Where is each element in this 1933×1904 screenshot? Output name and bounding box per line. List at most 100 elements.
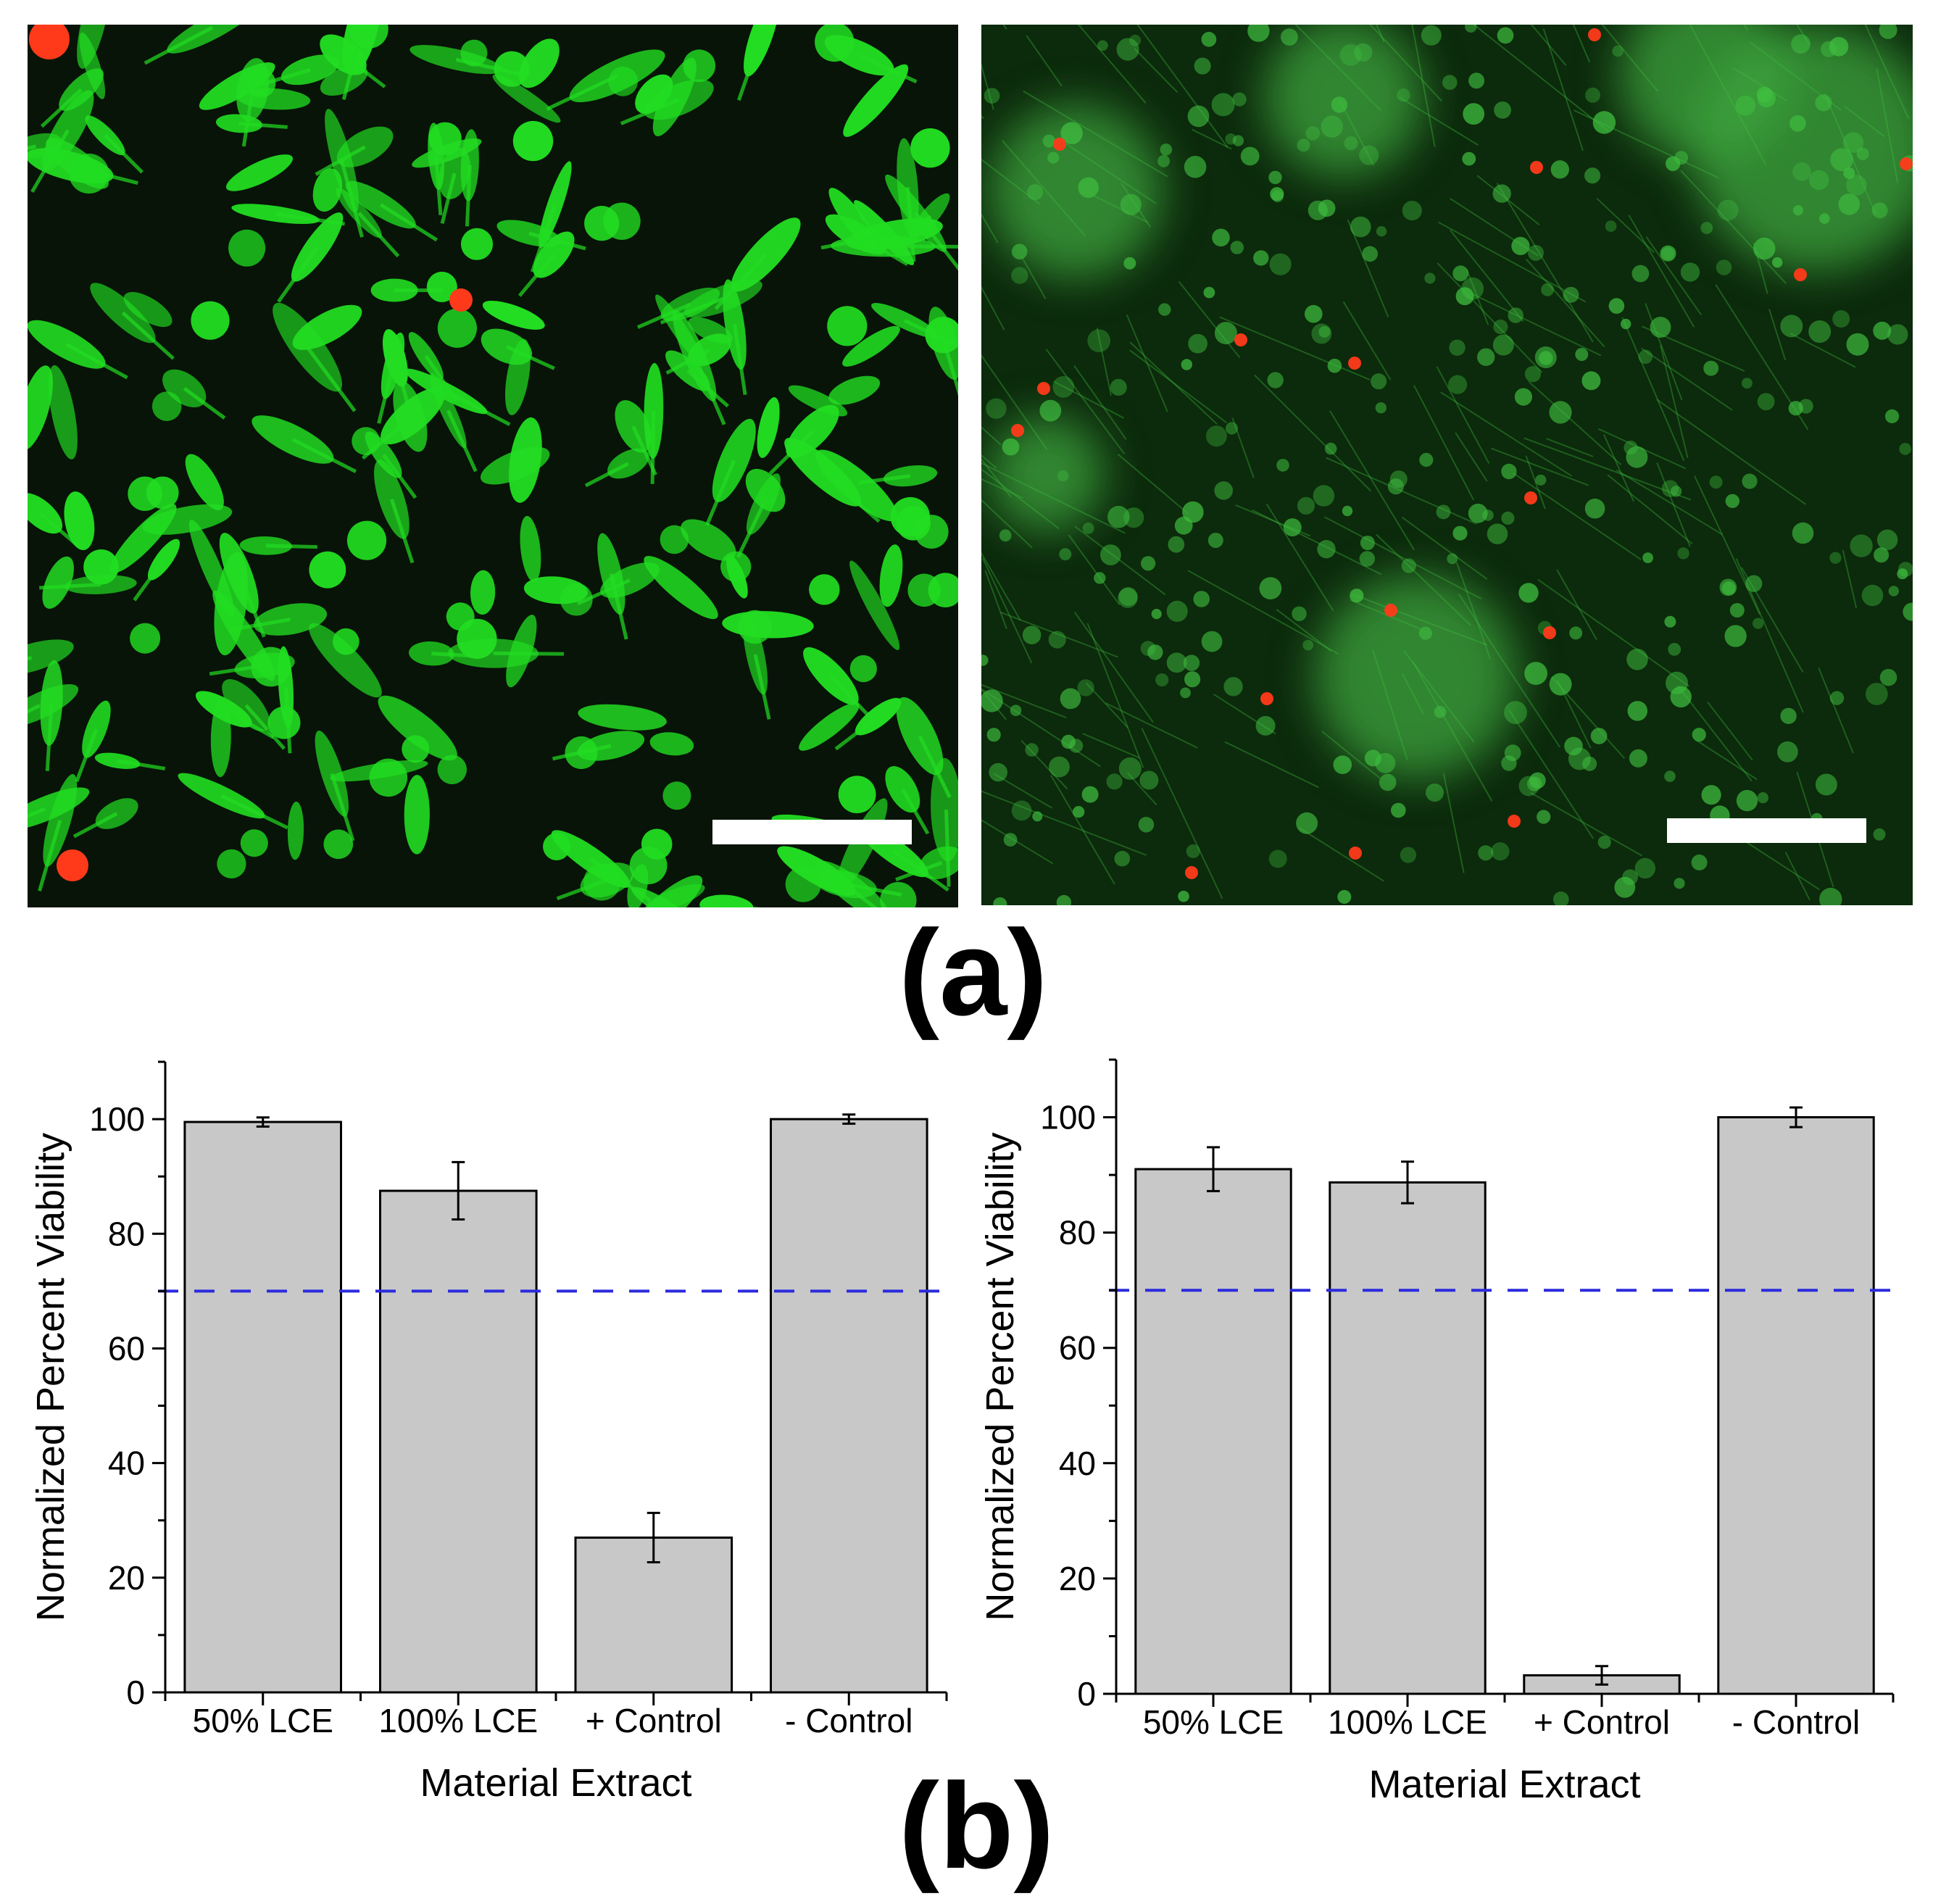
live-cell: [1780, 315, 1803, 338]
live-cell: [1876, 529, 1898, 551]
live-cell: [1270, 187, 1284, 201]
dead-cell: [1543, 626, 1556, 639]
live-cell: [1897, 568, 1908, 580]
fiber: [1680, 170, 1787, 284]
fiber: [1508, 710, 1594, 839]
live-cell: [1180, 687, 1191, 699]
cell-process: [556, 878, 608, 901]
live-cell: [520, 515, 541, 582]
live-cell: [1194, 57, 1211, 75]
live-cell: [1276, 459, 1289, 472]
live-cell: [287, 802, 304, 860]
live-cell: [1478, 845, 1494, 861]
live-cell: [681, 519, 736, 561]
live-cell: [1010, 704, 1022, 716]
live-cell: [757, 396, 780, 458]
live-cell: [1082, 522, 1094, 534]
live-cell: [1073, 806, 1085, 818]
live-cell: [838, 776, 876, 814]
cell-process: [144, 25, 214, 65]
live-cell: [1003, 833, 1018, 847]
live-cell: [1524, 366, 1541, 383]
live-cell: [1832, 310, 1850, 328]
live-cell: [1022, 625, 1042, 644]
live-cell: [1318, 325, 1331, 338]
fiber: [1546, 438, 1594, 457]
fiber: [1141, 728, 1223, 899]
live-cell: [1387, 478, 1404, 495]
live-cell: [1792, 522, 1814, 544]
live-cell: [1757, 393, 1775, 411]
x-tick-label: 100% LCE: [1328, 1703, 1487, 1741]
fiber: [1347, 219, 1389, 317]
panel-label-a: (a): [899, 905, 1048, 1041]
live-cell: [1664, 615, 1676, 628]
x-tick-label: - Control: [785, 1702, 913, 1739]
live-cell: [1225, 133, 1236, 145]
panel-label-b: (b): [899, 1758, 1055, 1894]
live-cell: [984, 88, 1000, 104]
micrograph-right-cells: [981, 25, 1913, 905]
fiber: [981, 462, 1126, 534]
live-cell: [1376, 226, 1387, 237]
fiber: [1276, 609, 1332, 652]
live-cell: [1232, 92, 1247, 107]
live-cell: [1011, 267, 1028, 284]
live-cell: [437, 308, 478, 348]
live-cell: [799, 702, 860, 751]
fiber: [1438, 221, 1587, 303]
fiber: [1401, 516, 1488, 580]
live-cell: [404, 775, 430, 855]
live-cell: [1118, 587, 1138, 606]
bar: [1717, 1116, 1875, 1695]
cell-process: [315, 145, 366, 176]
fiber: [1178, 280, 1241, 359]
cell-process: [858, 54, 918, 84]
live-cell: [1865, 683, 1888, 705]
live-cell: [1511, 236, 1530, 255]
live-cell: [1056, 894, 1072, 905]
live-cell: [1129, 34, 1142, 46]
live-cell: [603, 202, 641, 240]
fiber: [1449, 229, 1524, 323]
live-cell: [1449, 339, 1466, 356]
fiber: [981, 62, 994, 110]
live-cell: [1703, 360, 1719, 376]
live-cell: [1201, 631, 1223, 652]
fiber: [1329, 410, 1415, 551]
live-cell: [1691, 855, 1708, 870]
live-cell: [699, 894, 754, 907]
fiber: [1002, 140, 1086, 237]
live-cell: [1052, 375, 1075, 398]
fiber: [1696, 740, 1758, 781]
live-cell: [1060, 688, 1081, 710]
live-cell: [1151, 609, 1162, 620]
live-cell: [504, 338, 531, 415]
live-cell: [1225, 422, 1239, 435]
live-cell: [1899, 443, 1911, 455]
live-cell: [1701, 785, 1721, 805]
live-cell: [1590, 728, 1608, 744]
live-cell: [1677, 547, 1689, 560]
cell-process: [209, 663, 265, 676]
fiber: [1864, 25, 1910, 120]
cell-process: [944, 810, 951, 887]
live-cell: [280, 54, 340, 86]
live-cells-left: [28, 25, 958, 907]
fiber: [1231, 417, 1255, 478]
live-cell: [352, 427, 381, 455]
live-cell: [1575, 348, 1589, 361]
live-cell: [1541, 283, 1555, 296]
x-tick-label: 50% LCE: [1143, 1703, 1284, 1741]
live-cell: [1078, 177, 1099, 199]
fiber: [1621, 317, 1685, 462]
live-cell: [426, 271, 457, 302]
live-cell: [1214, 322, 1237, 345]
live-cell: [1039, 399, 1062, 422]
scale-bar-right: [1667, 818, 1866, 843]
live-cells-right: [981, 25, 1913, 905]
live-cell: [1057, 470, 1069, 482]
fiber: [981, 426, 1002, 446]
fiber: [1086, 623, 1144, 768]
live-cell: [1736, 789, 1758, 812]
